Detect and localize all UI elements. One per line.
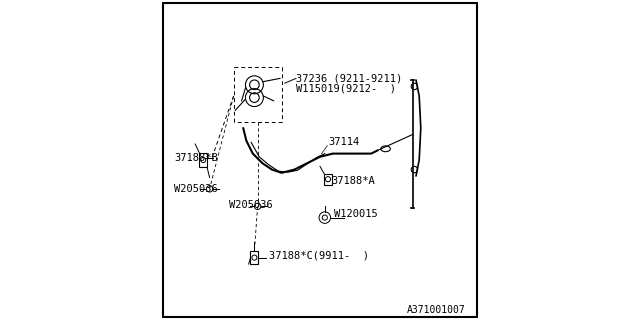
Bar xyxy=(250,251,259,264)
Text: 37188*C(9911-  ): 37188*C(9911- ) xyxy=(269,251,369,261)
Text: W115019(9212-  ): W115019(9212- ) xyxy=(296,83,396,93)
Text: A371001007: A371001007 xyxy=(407,305,466,316)
Text: 37236 (9211-9211): 37236 (9211-9211) xyxy=(296,73,403,84)
Text: 37188*A: 37188*A xyxy=(332,176,375,186)
Bar xyxy=(199,153,207,167)
Text: 37114: 37114 xyxy=(328,137,359,148)
Bar xyxy=(324,173,332,185)
Text: 37188*B: 37188*B xyxy=(174,153,218,164)
Text: W120015: W120015 xyxy=(334,209,378,220)
Text: W205036: W205036 xyxy=(174,184,218,194)
Text: W205036: W205036 xyxy=(229,200,273,210)
